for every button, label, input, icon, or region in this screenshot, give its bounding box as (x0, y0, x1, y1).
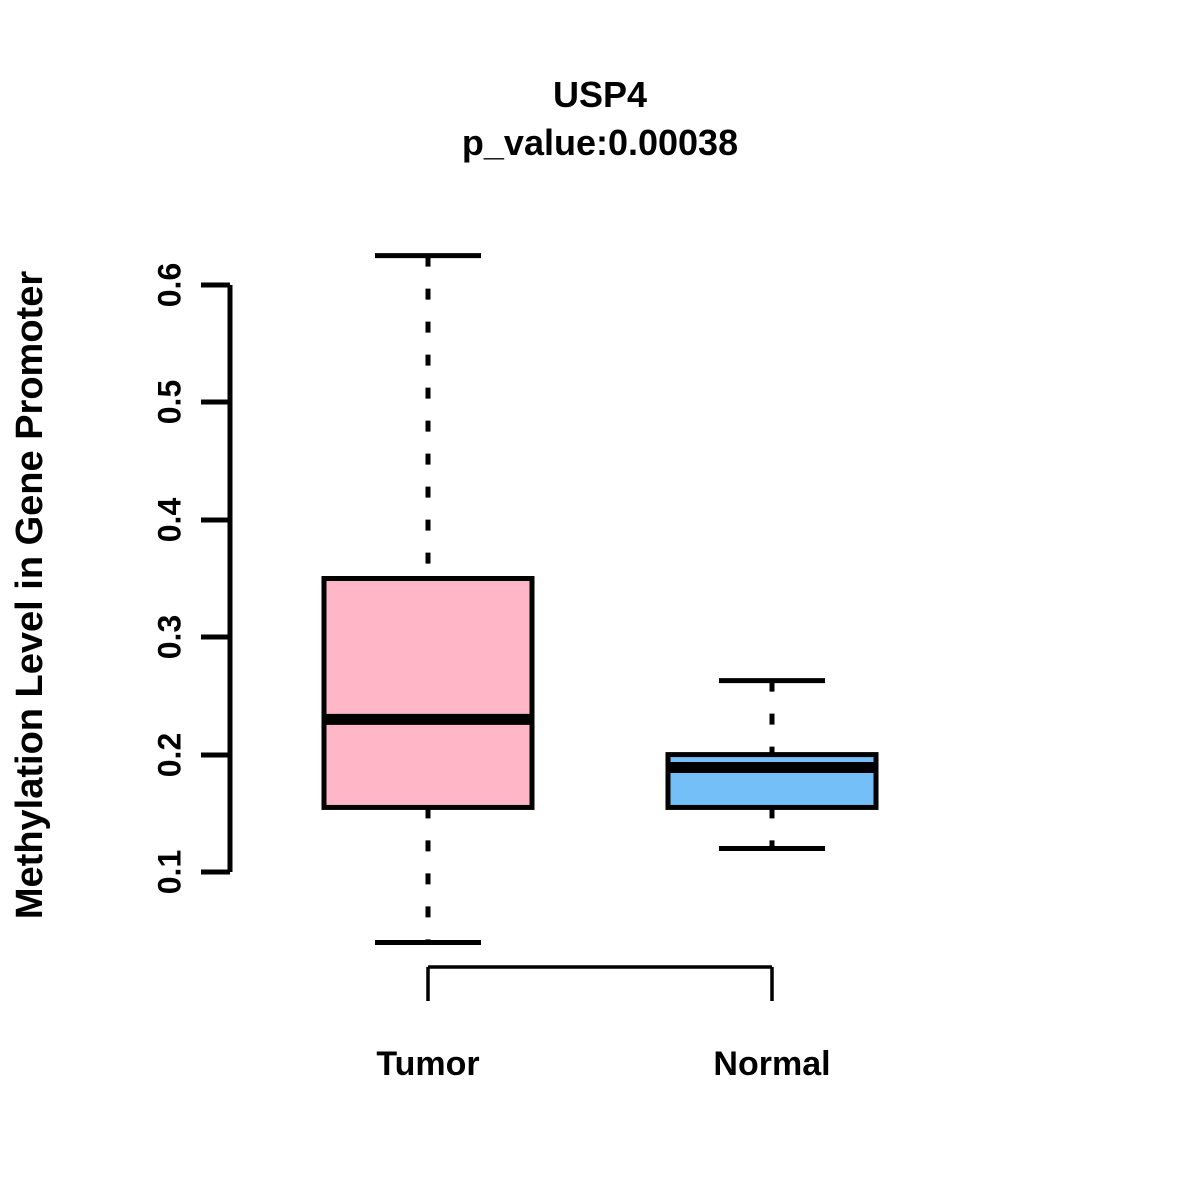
x-tick-label-tumor: Tumor (376, 1045, 479, 1083)
y-tick-label-0.3: 0.3 (151, 615, 187, 659)
y-tick-label-0.1: 0.1 (151, 850, 187, 894)
y-tick-label-0.5: 0.5 (151, 380, 187, 424)
tumor-box[interactable] (321, 576, 535, 810)
y-axis-tick-labels: 0.6 0.5 0.4 0.3 0.2 0.1 (151, 263, 187, 894)
y-tick-label-0.6: 0.6 (151, 263, 187, 307)
chart-title: USP4 (553, 74, 647, 115)
y-axis-ticks (201, 282, 230, 875)
y-tick-label-0.2: 0.2 (151, 733, 187, 777)
x-tick-label-normal: Normal (713, 1045, 830, 1083)
y-tick-label-0.4: 0.4 (151, 498, 187, 543)
x-axis (426, 965, 774, 1001)
y-axis-label: Methylation Level in Gene Promoter (9, 271, 51, 919)
x-axis-tick-labels: Tumor Normal (376, 1045, 830, 1083)
boxplot-tumor[interactable] (321, 253, 535, 945)
boxplot-normal[interactable] (665, 678, 879, 852)
chart-subtitle: p_value:0.00038 (462, 122, 738, 163)
